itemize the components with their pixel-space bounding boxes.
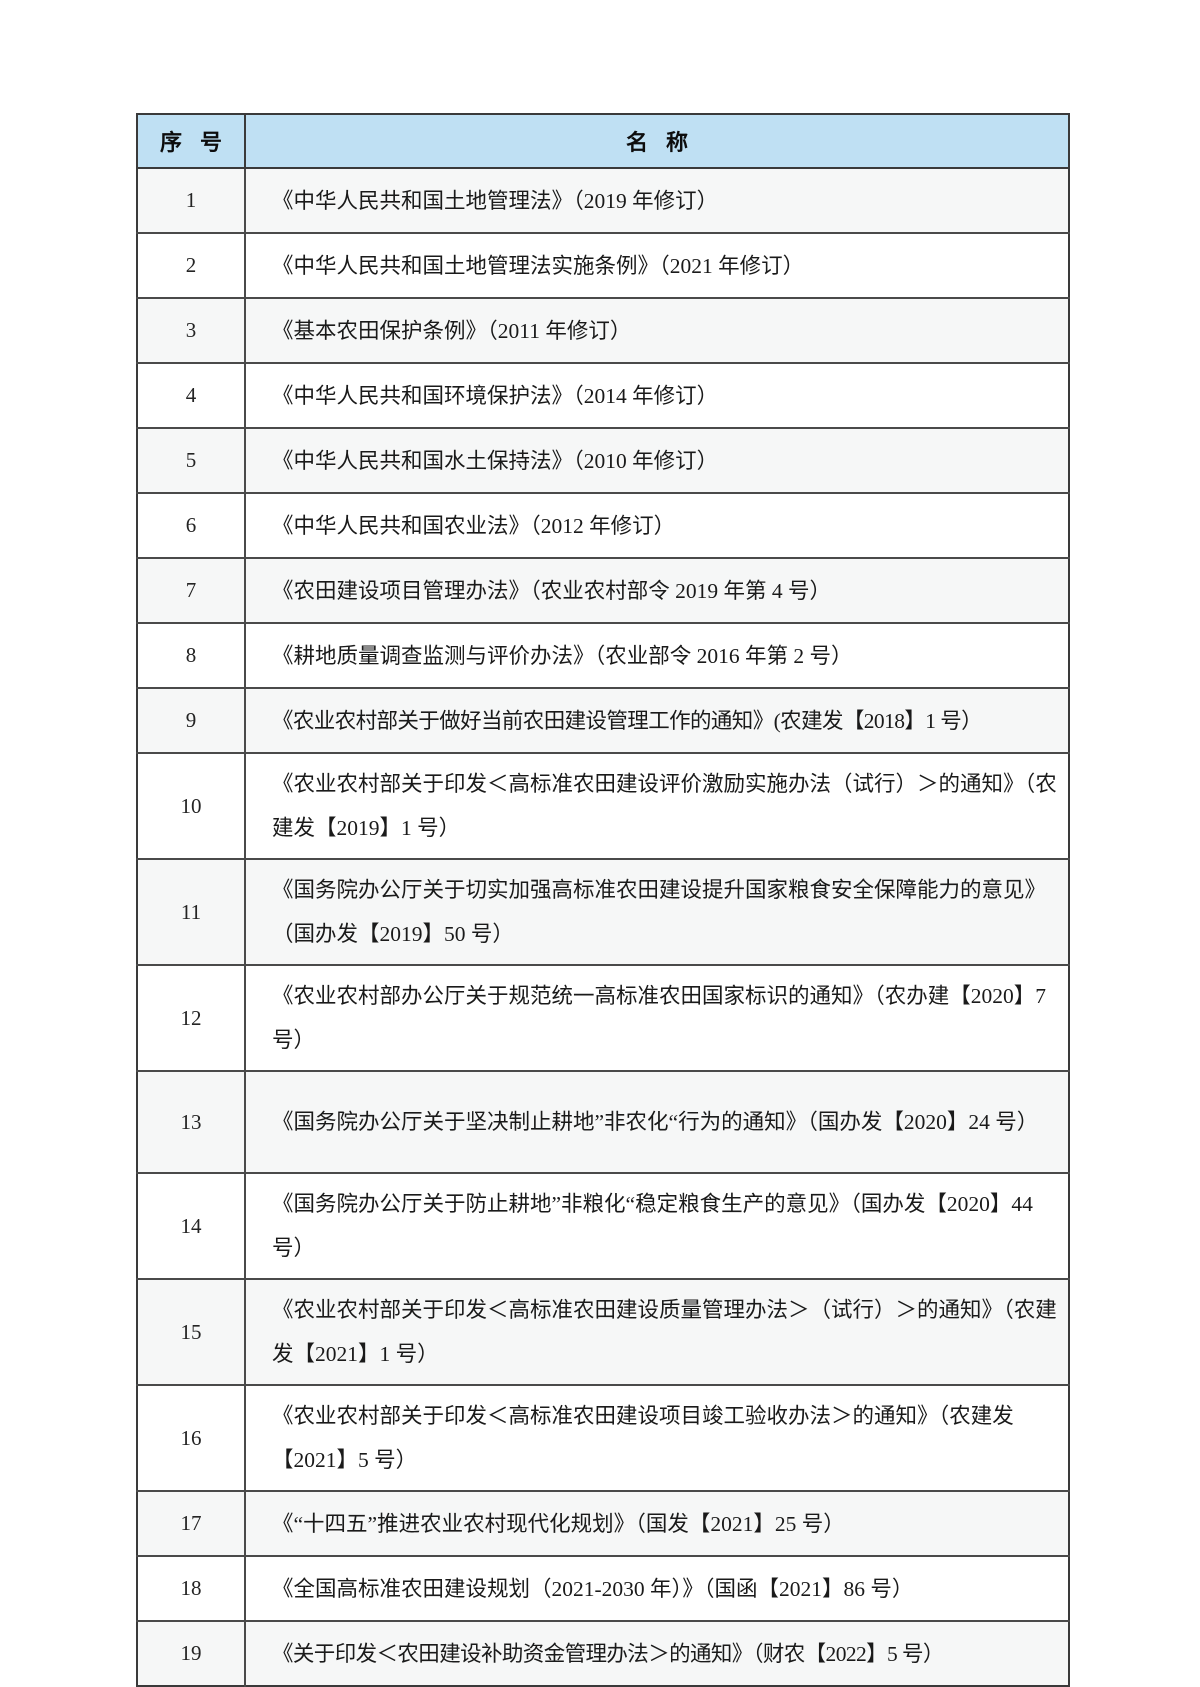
table-header: 序 号 名 称 [137, 114, 1069, 169]
table-header-row: 序 号 名 称 [137, 114, 1069, 169]
row-serial-number: 5 [137, 427, 246, 493]
table-row: 3 《基本农田保护条例》（2011 年修订） [137, 297, 1069, 363]
table-row: 2 《中华人民共和国土地管理法实施条例》（2021 年修订） [137, 232, 1069, 298]
row-serial-number: 14 [137, 1172, 246, 1279]
row-serial-number: 12 [137, 964, 246, 1071]
row-serial-number: 4 [137, 362, 246, 428]
table-row: 6 《中华人民共和国农业法》（2012 年修订） [137, 492, 1069, 558]
table-row: 9 《农业农村部关于做好当前农田建设管理工作的通知》(农建发【2018】1 号） [137, 687, 1069, 753]
document-page: 序 号 名 称 1 《中华人民共和国土地管理法》（2019 年修订） 2 《中华… [136, 113, 1070, 1687]
table-row: 12 《农业农村部办公厅关于规范统一高标准农田国家标识的通知》（农办建【2020… [137, 964, 1069, 1071]
table-row: 15 《农业农村部关于印发＜高标准农田建设质量管理办法＞（试行）＞的通知》（农建… [137, 1278, 1069, 1385]
row-document-name: 《国务院办公厅关于坚决制止耕地”非农化“行为的通知》（国办发【2020】24 号… [245, 1070, 1069, 1173]
row-serial-number: 9 [137, 687, 246, 753]
table-row: 1 《中华人民共和国土地管理法》（2019 年修订） [137, 168, 1069, 233]
row-document-name: 《关于印发＜农田建设补助资金管理办法＞的通知》（财农【2022】5 号） [245, 1620, 1069, 1686]
row-document-name: 《农业农村部关于印发＜高标准农田建设项目竣工验收办法＞的通知》（农建发【2021… [245, 1384, 1069, 1491]
row-document-name: 《农业农村部办公厅关于规范统一高标准农田国家标识的通知》（农办建【2020】7 … [245, 964, 1069, 1071]
row-document-name: 《国务院办公厅关于防止耕地”非粮化“稳定粮食生产的意见》（国办发【2020】44… [245, 1172, 1069, 1279]
row-document-name: 《中华人民共和国环境保护法》（2014 年修订） [245, 362, 1069, 428]
row-serial-number: 1 [137, 168, 246, 233]
row-serial-number: 11 [137, 858, 246, 965]
column-header-serial-number: 序 号 [137, 114, 246, 169]
row-document-name: 《农业农村部关于印发＜高标准农田建设质量管理办法＞（试行）＞的通知》（农建发【2… [245, 1278, 1069, 1385]
policy-document-table-wrap: 序 号 名 称 1 《中华人民共和国土地管理法》（2019 年修订） 2 《中华… [136, 113, 1070, 1687]
row-serial-number: 19 [137, 1620, 246, 1686]
row-document-name: 《“十四五”推进农业农村现代化规划》（国发【2021】25 号） [245, 1490, 1069, 1556]
table-row: 17 《“十四五”推进农业农村现代化规划》（国发【2021】25 号） [137, 1490, 1069, 1556]
row-document-name: 《农业农村部关于印发＜高标准农田建设评价激励实施办法（试行）＞的通知》（农建发【… [245, 752, 1069, 859]
row-document-name: 《中华人民共和国土地管理法》（2019 年修订） [245, 168, 1069, 233]
row-document-name: 《国务院办公厅关于切实加强高标准农田建设提升国家粮食安全保障能力的意见》（国办发… [245, 858, 1069, 965]
row-serial-number: 13 [137, 1070, 246, 1173]
table-row: 16 《农业农村部关于印发＜高标准农田建设项目竣工验收办法＞的通知》（农建发【2… [137, 1384, 1069, 1491]
row-document-name: 《基本农田保护条例》（2011 年修订） [245, 297, 1069, 363]
row-serial-number: 17 [137, 1490, 246, 1556]
table-row: 10 《农业农村部关于印发＜高标准农田建设评价激励实施办法（试行）＞的通知》（农… [137, 752, 1069, 859]
table-row: 14 《国务院办公厅关于防止耕地”非粮化“稳定粮食生产的意见》（国办发【2020… [137, 1172, 1069, 1279]
table-row: 7 《农田建设项目管理办法》（农业农村部令 2019 年第 4 号） [137, 557, 1069, 623]
row-serial-number: 2 [137, 232, 246, 298]
row-serial-number: 7 [137, 557, 246, 623]
row-serial-number: 3 [137, 297, 246, 363]
policy-document-table: 序 号 名 称 1 《中华人民共和国土地管理法》（2019 年修订） 2 《中华… [136, 113, 1070, 1687]
table-row: 18 《全国高标准农田建设规划（2021-2030 年）》（国函【2021】86… [137, 1555, 1069, 1621]
row-document-name: 《农田建设项目管理办法》（农业农村部令 2019 年第 4 号） [245, 557, 1069, 623]
table-body: 1 《中华人民共和国土地管理法》（2019 年修订） 2 《中华人民共和国土地管… [137, 168, 1069, 1686]
table-row: 4 《中华人民共和国环境保护法》（2014 年修订） [137, 362, 1069, 428]
table-row: 5 《中华人民共和国水土保持法》（2010 年修订） [137, 427, 1069, 493]
column-header-name: 名 称 [245, 114, 1069, 169]
row-serial-number: 16 [137, 1384, 246, 1491]
table-row: 13 《国务院办公厅关于坚决制止耕地”非农化“行为的通知》（国办发【2020】2… [137, 1070, 1069, 1173]
table-row: 11 《国务院办公厅关于切实加强高标准农田建设提升国家粮食安全保障能力的意见》（… [137, 858, 1069, 965]
row-document-name: 《耕地质量调查监测与评价办法》（农业部令 2016 年第 2 号） [245, 622, 1069, 688]
row-serial-number: 6 [137, 492, 246, 558]
row-serial-number: 10 [137, 752, 246, 859]
row-document-name: 《农业农村部关于做好当前农田建设管理工作的通知》(农建发【2018】1 号） [245, 687, 1069, 753]
row-document-name: 《中华人民共和国农业法》（2012 年修订） [245, 492, 1069, 558]
row-serial-number: 15 [137, 1278, 246, 1385]
row-document-name: 《中华人民共和国水土保持法》（2010 年修订） [245, 427, 1069, 493]
row-document-name: 《全国高标准农田建设规划（2021-2030 年）》（国函【2021】86 号） [245, 1555, 1069, 1621]
row-document-name: 《中华人民共和国土地管理法实施条例》（2021 年修订） [245, 232, 1069, 298]
row-serial-number: 18 [137, 1555, 246, 1621]
table-row: 19 《关于印发＜农田建设补助资金管理办法＞的通知》（财农【2022】5 号） [137, 1620, 1069, 1686]
row-serial-number: 8 [137, 622, 246, 688]
table-row: 8 《耕地质量调查监测与评价办法》（农业部令 2016 年第 2 号） [137, 622, 1069, 688]
